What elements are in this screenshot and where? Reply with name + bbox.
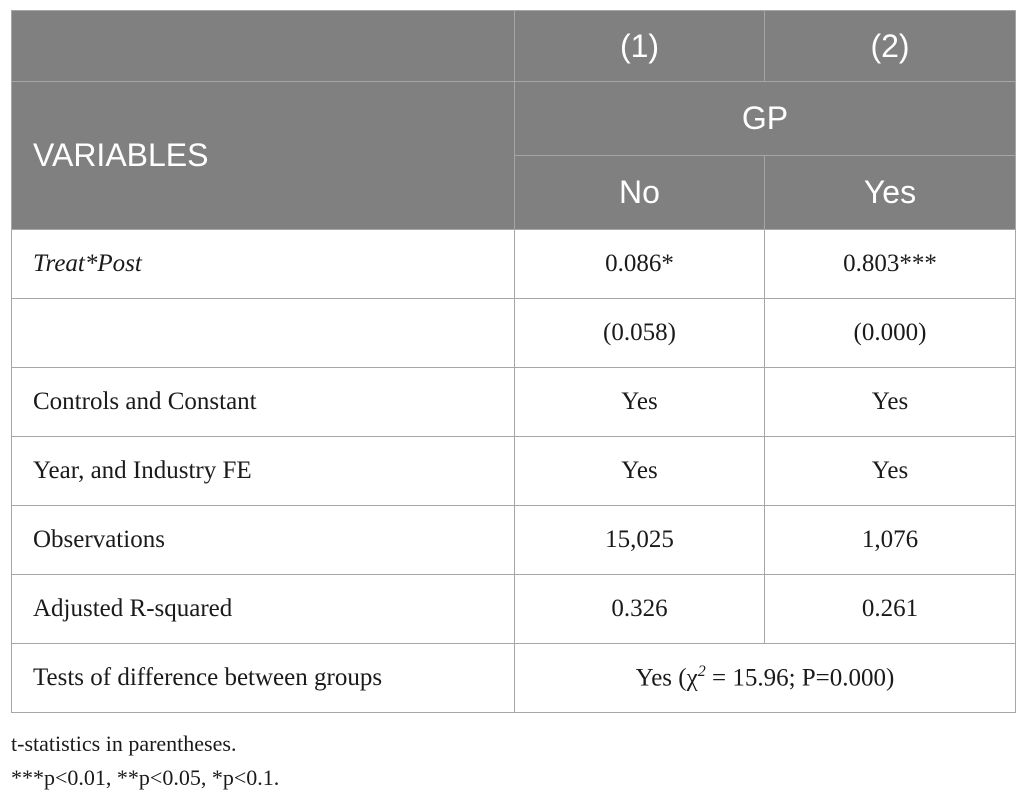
table-row: (0.058) (0.000) bbox=[11, 298, 1016, 368]
row-label-empty bbox=[11, 298, 515, 368]
table-body: Treat*Post 0.086* 0.803*** (0.058) (0.00… bbox=[11, 229, 1016, 713]
header-variables: VARIABLES bbox=[11, 81, 515, 230]
row-label-fixed-effects: Year, and Industry FE bbox=[11, 436, 515, 506]
cell-chi-square-test: Yes (χ2 = 15.96; P=0.000) bbox=[514, 643, 1016, 713]
cell-value: 0.086* bbox=[514, 229, 765, 299]
row-label-adj-r-squared: Adjusted R-squared bbox=[11, 574, 515, 644]
header-group: GP bbox=[514, 81, 1016, 156]
cell-value: Yes bbox=[764, 367, 1016, 437]
table-notes: t-statistics in parentheses. ***p<0.01, … bbox=[11, 727, 279, 795]
header-col1: (1) bbox=[514, 10, 765, 82]
cell-value: 0.803*** bbox=[764, 229, 1016, 299]
row-label-tests-of-difference: Tests of difference between groups bbox=[11, 643, 515, 713]
chi-prefix: Yes (χ bbox=[635, 664, 698, 692]
cell-value: 0.326 bbox=[514, 574, 765, 644]
table-header: (1) (2) VARIABLES GP No Yes bbox=[11, 10, 1016, 230]
cell-value: 15,025 bbox=[514, 505, 765, 575]
header-col2: (2) bbox=[764, 10, 1016, 82]
cell-value: Yes bbox=[764, 436, 1016, 506]
table-row: Year, and Industry FE Yes Yes bbox=[11, 436, 1016, 506]
header-no: No bbox=[514, 155, 765, 230]
note-significance-levels: ***p<0.01, **p<0.05, *p<0.1. bbox=[11, 765, 280, 790]
row-label-treat-post: Treat*Post bbox=[11, 229, 515, 299]
header-empty-cell bbox=[11, 10, 515, 82]
row-label-observations: Observations bbox=[11, 505, 515, 575]
table-row: Observations 15,025 1,076 bbox=[11, 505, 1016, 575]
cell-value: (0.000) bbox=[764, 298, 1016, 368]
cell-value: Yes bbox=[514, 436, 765, 506]
note-t-statistics: t-statistics in parentheses. bbox=[11, 731, 237, 756]
regression-table: (1) (2) VARIABLES GP No Yes Treat*Post 0… bbox=[11, 10, 1016, 713]
table-row: Treat*Post 0.086* 0.803*** bbox=[11, 229, 1016, 299]
table-row: Adjusted R-squared 0.326 0.261 bbox=[11, 574, 1016, 644]
chi-suffix: = 15.96; P=0.000) bbox=[705, 664, 895, 692]
header-yes: Yes bbox=[764, 155, 1016, 230]
chi-superscript: 2 bbox=[697, 663, 706, 681]
table-row: Controls and Constant Yes Yes bbox=[11, 367, 1016, 437]
cell-value: (0.058) bbox=[514, 298, 765, 368]
cell-value: 1,076 bbox=[764, 505, 1016, 575]
row-label-controls: Controls and Constant bbox=[11, 367, 515, 437]
cell-value: Yes bbox=[514, 367, 765, 437]
cell-value: 0.261 bbox=[764, 574, 1016, 644]
table-row: Tests of difference between groups Yes (… bbox=[11, 643, 1016, 713]
